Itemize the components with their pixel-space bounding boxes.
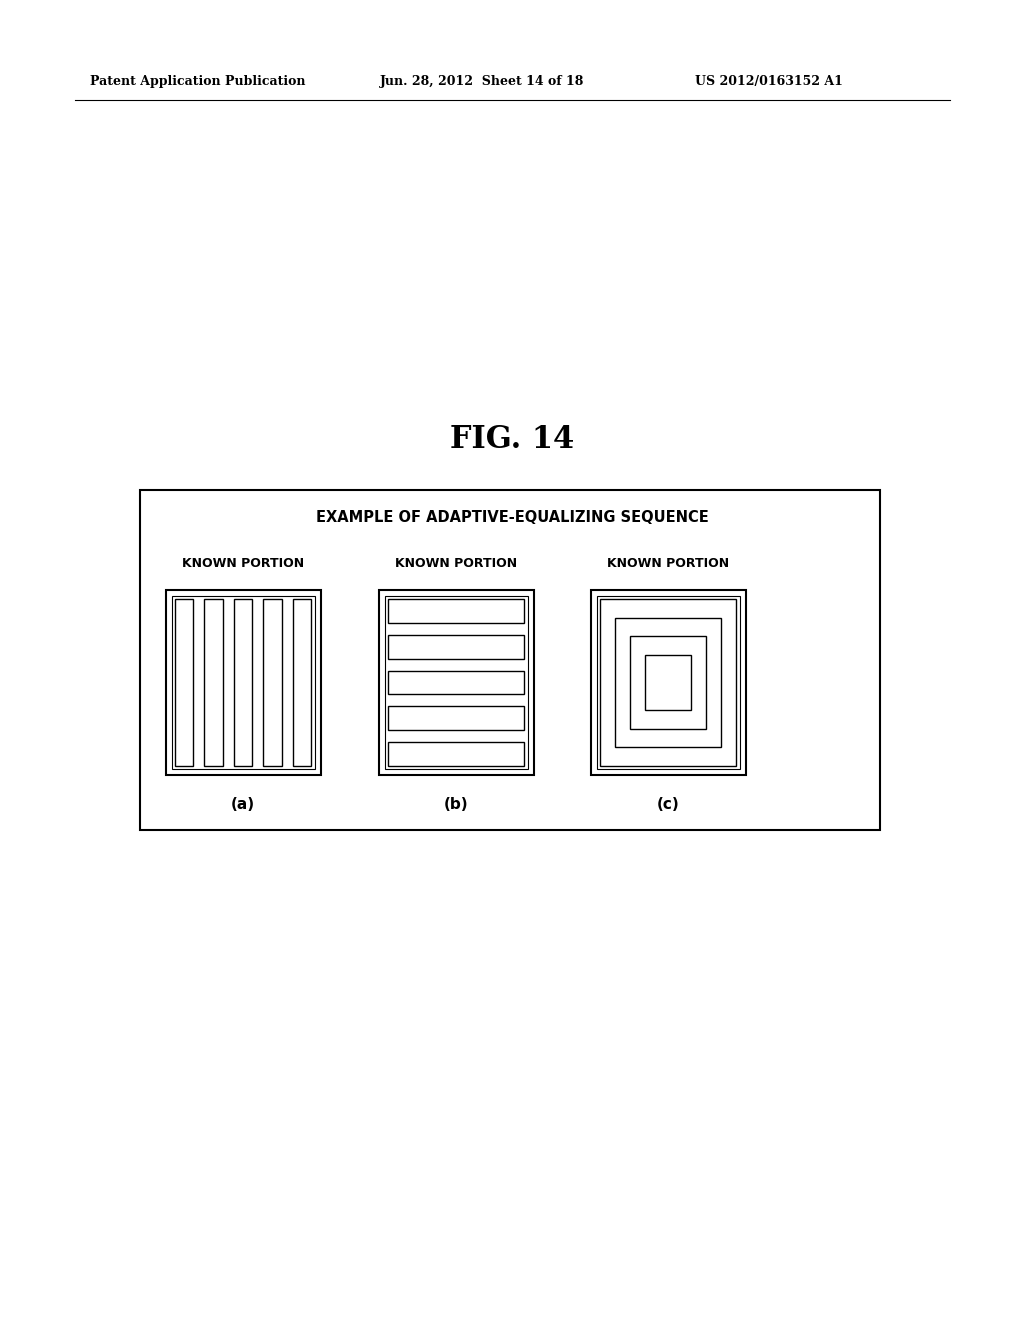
Bar (166, 590, 321, 775)
Bar (388, 671, 524, 694)
Text: EXAMPLE OF ADAPTIVE-EQUALIZING SEQUENCE: EXAMPLE OF ADAPTIVE-EQUALIZING SEQUENCE (315, 510, 709, 525)
Bar (645, 655, 690, 710)
Text: (c): (c) (656, 797, 679, 812)
Bar (388, 706, 524, 730)
Bar (597, 597, 740, 770)
Bar (591, 590, 746, 775)
Bar (615, 618, 721, 747)
Text: KNOWN PORTION: KNOWN PORTION (395, 557, 517, 570)
Bar (175, 599, 194, 766)
Text: Jun. 28, 2012  Sheet 14 of 18: Jun. 28, 2012 Sheet 14 of 18 (380, 75, 585, 88)
Bar (388, 599, 524, 623)
Bar (172, 597, 315, 770)
Bar (293, 599, 311, 766)
Text: (a): (a) (231, 797, 255, 812)
Text: KNOWN PORTION: KNOWN PORTION (182, 557, 304, 570)
Text: US 2012/0163152 A1: US 2012/0163152 A1 (695, 75, 843, 88)
Bar (388, 742, 524, 766)
Bar (379, 590, 534, 775)
Bar (205, 599, 223, 766)
Text: KNOWN PORTION: KNOWN PORTION (607, 557, 729, 570)
Bar (233, 599, 252, 766)
Bar (388, 635, 524, 659)
Bar (600, 599, 736, 766)
Bar (385, 597, 528, 770)
Text: (b): (b) (443, 797, 468, 812)
Text: FIG. 14: FIG. 14 (450, 425, 574, 455)
Bar (630, 636, 706, 729)
Text: Patent Application Publication: Patent Application Publication (90, 75, 305, 88)
Bar (140, 490, 880, 830)
Bar (263, 599, 282, 766)
